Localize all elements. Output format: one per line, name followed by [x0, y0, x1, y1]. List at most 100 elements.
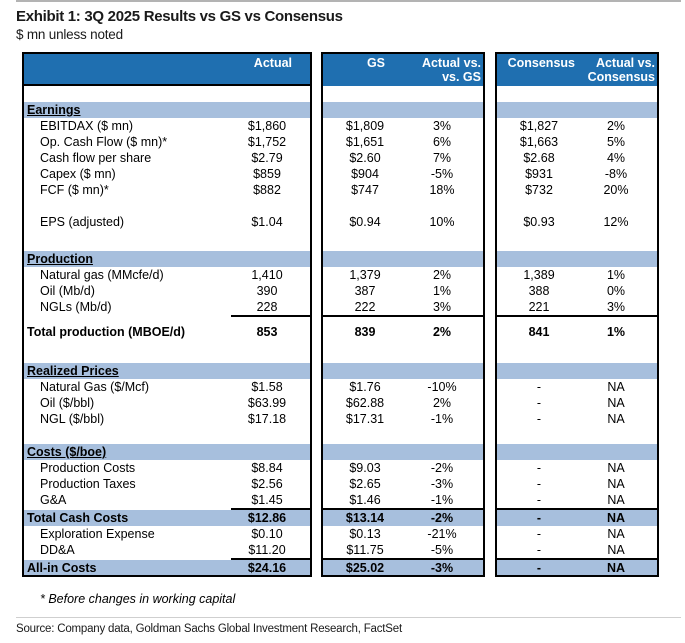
table-row: $62.88 2%	[323, 395, 483, 411]
gs-value: $62.88	[345, 396, 385, 410]
table-row: $1.46 -1%	[323, 492, 483, 508]
consensus-value: $931	[525, 167, 553, 181]
actual-header: Actual	[24, 54, 310, 86]
col-header-gs: GS	[366, 56, 385, 70]
vs-gs-value: 3%	[432, 119, 452, 133]
table-row-total: - NA	[497, 560, 657, 575]
actual-value: $11.20	[248, 543, 286, 557]
section-costs-band	[323, 444, 483, 460]
table-row: Oil (Mb/d) 390	[24, 283, 310, 299]
vs-gs-value: -10%	[427, 380, 457, 394]
table-row: $0.13 -21%	[323, 526, 483, 542]
header-line: vs. GS	[442, 70, 481, 84]
actual-value: $8.84	[251, 461, 283, 475]
table-row: $0.93 12%	[497, 214, 657, 230]
table-row: $1,651 6%	[323, 134, 483, 150]
col-header-actual: Actual	[253, 56, 292, 70]
bottom-rule	[16, 617, 681, 618]
total-rule	[323, 508, 483, 510]
row-label: Natural Gas ($/Mcf)	[40, 380, 150, 394]
section-label: Costs ($/boe)	[27, 445, 107, 459]
row-label: G&A	[40, 493, 67, 507]
table-row: $1,663 5%	[497, 134, 657, 150]
total-rule	[231, 315, 310, 317]
gs-value: $2.60	[349, 151, 381, 165]
table-row: Capex ($ mn) $859	[24, 166, 310, 182]
table-row: $1.76 -10%	[323, 379, 483, 395]
vs-gs-value: 1%	[432, 284, 452, 298]
actual-value: $1.45	[251, 493, 283, 507]
gs-value: $904	[351, 167, 379, 181]
table-row: $747 18%	[323, 182, 483, 198]
actual-value: $17.18	[247, 412, 287, 426]
actual-value: $1.04	[251, 215, 283, 229]
row-label: Natural gas (MMcfe/d)	[40, 268, 164, 282]
consensus-value: $0.93	[523, 215, 555, 229]
vs-consensus-value: 1%	[606, 268, 626, 282]
gs-value: $17.31	[345, 412, 385, 426]
actual-value: 1,410	[251, 268, 283, 282]
total-rule	[323, 315, 483, 317]
consensus-value: -	[536, 543, 542, 557]
vs-gs-value: -1%	[430, 412, 454, 426]
row-label: Production Costs	[40, 461, 136, 475]
table-row: - NA	[497, 395, 657, 411]
actual-value: $12.86	[247, 511, 287, 525]
header-line: Consensus	[587, 70, 655, 84]
consensus-value: -	[536, 477, 542, 491]
row-label: All-in Costs	[27, 561, 97, 575]
section-earnings: Earnings	[24, 102, 310, 118]
section-realized-prices: Realized Prices	[24, 363, 310, 379]
table-row: $0.94 10%	[323, 214, 483, 230]
row-label: FCF ($ mn)*	[40, 183, 109, 197]
vs-gs-value: -1%	[430, 493, 454, 507]
table-row: $732 20%	[497, 182, 657, 198]
gs-value: 222	[354, 300, 376, 314]
exhibit-subtitle: $ mn unless noted	[16, 27, 123, 42]
vs-consensus-value: 20%	[603, 183, 629, 197]
consensus-value: 388	[528, 284, 550, 298]
table-row: Production Costs $8.84	[24, 460, 310, 476]
row-label: Production Taxes	[40, 477, 136, 491]
table-row: 388 0%	[497, 283, 657, 299]
table-row: - NA	[497, 460, 657, 476]
gs-value: 839	[354, 325, 376, 339]
row-label: NGL ($/bbl)	[40, 412, 105, 426]
row-label: EPS (adjusted)	[40, 215, 125, 229]
table-row: G&A $1.45	[24, 492, 310, 508]
actual-value: $2.56	[251, 477, 283, 491]
consensus-panel: Consensus Actual vs. Consensus $1,827 2% $…	[495, 52, 659, 577]
footnote: * Before changes in working capital	[40, 592, 236, 606]
vs-consensus-value: 5%	[606, 135, 626, 149]
table-row: Natural gas (MMcfe/d) 1,410	[24, 267, 310, 283]
exhibit-title: Exhibit 1: 3Q 2025 Results vs GS vs Cons…	[16, 8, 343, 25]
actual-value: $882	[253, 183, 281, 197]
top-rule	[16, 0, 681, 2]
vs-gs-value: -3%	[430, 477, 454, 491]
vs-gs-value: -21%	[427, 527, 457, 541]
vs-consensus-value: 1%	[606, 325, 626, 339]
row-label: Op. Cash Flow ($ mn)*	[40, 135, 168, 149]
section-costs: Costs ($/boe)	[24, 444, 310, 460]
header-line: Actual vs.	[421, 56, 481, 70]
table-row: NGLs (Mb/d) 228	[24, 299, 310, 315]
table-row-total: Total production (MBOE/d) 853	[24, 324, 310, 340]
consensus-value: -	[536, 461, 542, 475]
vs-gs-value: 3%	[432, 300, 452, 314]
actual-value: $859	[253, 167, 281, 181]
actual-value: $2.79	[251, 151, 283, 165]
table-row: - NA	[497, 411, 657, 427]
table-row: - NA	[497, 542, 657, 558]
actual-value: $1,860	[247, 119, 287, 133]
gs-value: $0.94	[349, 215, 381, 229]
gs-value: $13.14	[345, 511, 385, 525]
section-production: Production	[24, 251, 310, 267]
gs-value: $1,651	[345, 135, 385, 149]
gs-value: $1,809	[345, 119, 385, 133]
vs-consensus-value: 2%	[606, 119, 626, 133]
table-row: Op. Cash Flow ($ mn)* $1,752	[24, 134, 310, 150]
total-rule	[231, 558, 310, 560]
section-earnings-band	[497, 102, 657, 118]
consensus-value: -	[536, 493, 542, 507]
table-row-total: All-in Costs $24.16	[24, 560, 310, 575]
